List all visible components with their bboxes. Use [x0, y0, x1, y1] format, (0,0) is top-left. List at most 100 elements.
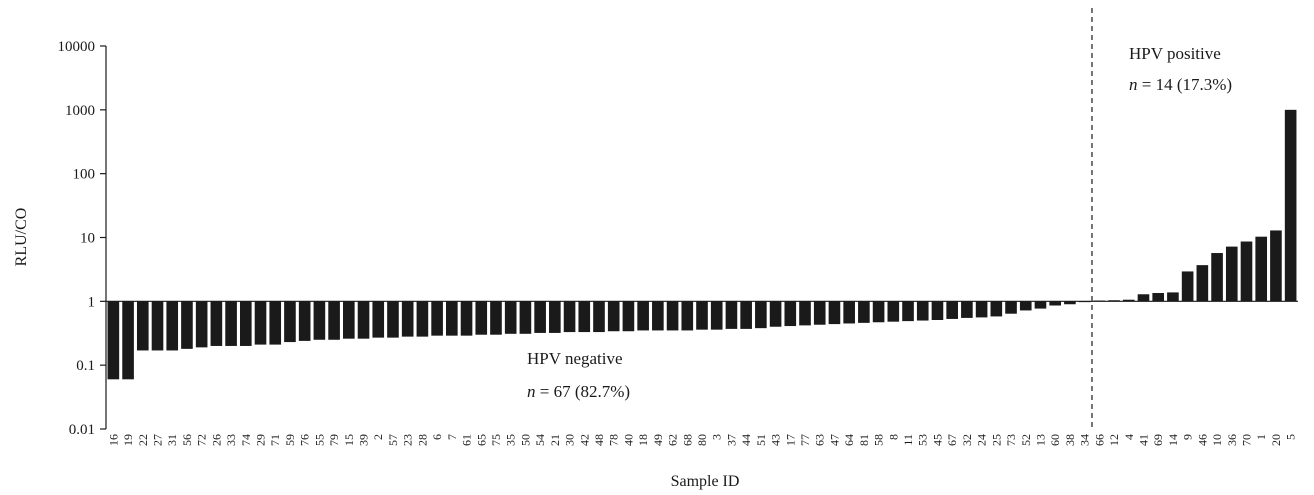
bar-sample-35 — [504, 301, 517, 334]
x-tick-label: 14 — [1166, 434, 1180, 446]
bar-sample-51 — [755, 301, 767, 329]
x-tick-label: 69 — [1151, 434, 1165, 446]
x-tick-label: 19 — [121, 434, 135, 446]
y-tick-label: 10000 — [58, 39, 96, 55]
x-tick-label: 77 — [798, 434, 812, 446]
x-tick-label: 65 — [474, 434, 488, 446]
bar-sample-44 — [740, 301, 752, 329]
x-tick-label: 33 — [224, 434, 238, 446]
bar-sample-8 — [887, 301, 900, 322]
y-axis: 0.01 0.1 1 10 100 1000 10000 — [58, 39, 107, 438]
x-tick-label: 76 — [298, 434, 312, 446]
bar-sample-2 — [372, 301, 385, 338]
x-tick-label: 22 — [136, 434, 150, 446]
bar-sample-28 — [416, 301, 429, 337]
x-tick-label: 17 — [783, 434, 797, 446]
y-tick-label: 1000 — [65, 103, 95, 119]
x-tick-label: 56 — [180, 434, 194, 446]
x-tick-label: 73 — [1004, 434, 1018, 446]
x-tick-label: 66 — [1092, 434, 1106, 446]
x-tick-label: 71 — [268, 434, 282, 446]
bar-sample-23 — [401, 301, 414, 337]
x-tick-label: 26 — [209, 434, 223, 446]
x-tick-label: 12 — [1107, 434, 1121, 446]
bar-sample-48 — [593, 301, 605, 333]
x-tick-label: 29 — [254, 434, 268, 446]
bar-sample-63 — [813, 301, 826, 325]
x-tick-label: 53 — [916, 434, 930, 446]
bar-sample-53 — [916, 301, 929, 321]
bar-sample-43 — [769, 301, 782, 327]
y-tick-label: 10 — [80, 231, 95, 247]
y-tick-label: 0.1 — [76, 358, 95, 374]
x-tick-label: 5 — [1284, 434, 1298, 440]
x-tick-label: 75 — [489, 434, 503, 446]
x-tick-label: 60 — [1048, 434, 1062, 446]
x-tick-label: 38 — [1063, 434, 1077, 446]
bar-sample-29 — [254, 301, 267, 345]
x-tick-label: 79 — [327, 434, 341, 446]
x-tick-label: 15 — [342, 434, 356, 446]
bar-sample-54 — [534, 301, 546, 333]
x-tick-label: 81 — [857, 434, 871, 446]
x-tick-label: 44 — [739, 434, 753, 446]
bar-sample-5 — [1284, 109, 1297, 302]
bar-sample-11 — [902, 301, 914, 322]
bar-sample-68 — [681, 301, 694, 331]
x-tick-label: 34 — [1078, 434, 1092, 446]
x-tick-label: 39 — [357, 434, 371, 446]
x-tick-label: 74 — [239, 434, 253, 446]
x-tick-label: 30 — [563, 434, 577, 446]
bar-sample-76 — [298, 301, 311, 341]
x-tick-label: 52 — [1019, 434, 1033, 446]
bar-sample-55 — [313, 301, 326, 340]
positive-annotation-count: n = 14 (17.3%) — [1129, 75, 1232, 94]
bar-sample-72 — [195, 301, 208, 348]
x-tick-label: 25 — [989, 434, 1003, 446]
bar-sample-70 — [1240, 241, 1253, 302]
bar-sample-64 — [843, 301, 855, 324]
x-tick-label: 2 — [371, 434, 385, 440]
bar-sample-1 — [1255, 236, 1268, 302]
bar-sample-58 — [872, 301, 885, 323]
bar-sample-31 — [166, 301, 179, 351]
bar-sample-30 — [563, 301, 576, 333]
bar-sample-10 — [1211, 253, 1223, 302]
x-tick-label: 47 — [827, 434, 841, 446]
bar-sample-41 — [1137, 294, 1150, 302]
bar-sample-13 — [1034, 301, 1047, 309]
bar-sample-45 — [931, 301, 944, 321]
x-tick-label: 10 — [1210, 434, 1224, 446]
bar-sample-59 — [284, 301, 296, 343]
bar-sample-18 — [637, 301, 649, 331]
bar-sample-42 — [578, 301, 591, 333]
bar-sample-12 — [1108, 300, 1120, 302]
bar-sample-62 — [666, 301, 679, 331]
bar-sample-19 — [122, 301, 134, 380]
x-tick-label: 13 — [1033, 434, 1047, 446]
x-tick-label: 16 — [106, 434, 120, 446]
bar-sample-49 — [652, 301, 664, 331]
x-tick-label: 7 — [445, 434, 459, 440]
bar-sample-40 — [622, 301, 635, 332]
x-tick-label: 62 — [666, 434, 680, 446]
bar-sample-75 — [490, 301, 502, 335]
x-tick-label: 54 — [533, 434, 547, 446]
bar-sample-16 — [107, 301, 120, 380]
x-tick-label: 63 — [813, 434, 827, 446]
bar-sample-73 — [1005, 301, 1017, 314]
bar-sample-69 — [1152, 293, 1165, 302]
positive-annotation-title: HPV positive — [1129, 44, 1221, 63]
bar-sample-52 — [1019, 301, 1032, 311]
x-tick-label: 35 — [504, 434, 518, 446]
bar-sample-17 — [784, 301, 797, 327]
x-tick-label: 64 — [842, 434, 856, 446]
x-tick-label: 31 — [165, 434, 179, 446]
x-tick-label: 24 — [975, 434, 989, 446]
x-tick-label: 43 — [769, 434, 783, 446]
bar-sample-60 — [1049, 301, 1061, 306]
bar-sample-71 — [269, 301, 282, 345]
x-tick-label: 55 — [312, 434, 326, 446]
x-tick-label: 1 — [1254, 434, 1268, 440]
bar-sample-24 — [975, 301, 988, 318]
